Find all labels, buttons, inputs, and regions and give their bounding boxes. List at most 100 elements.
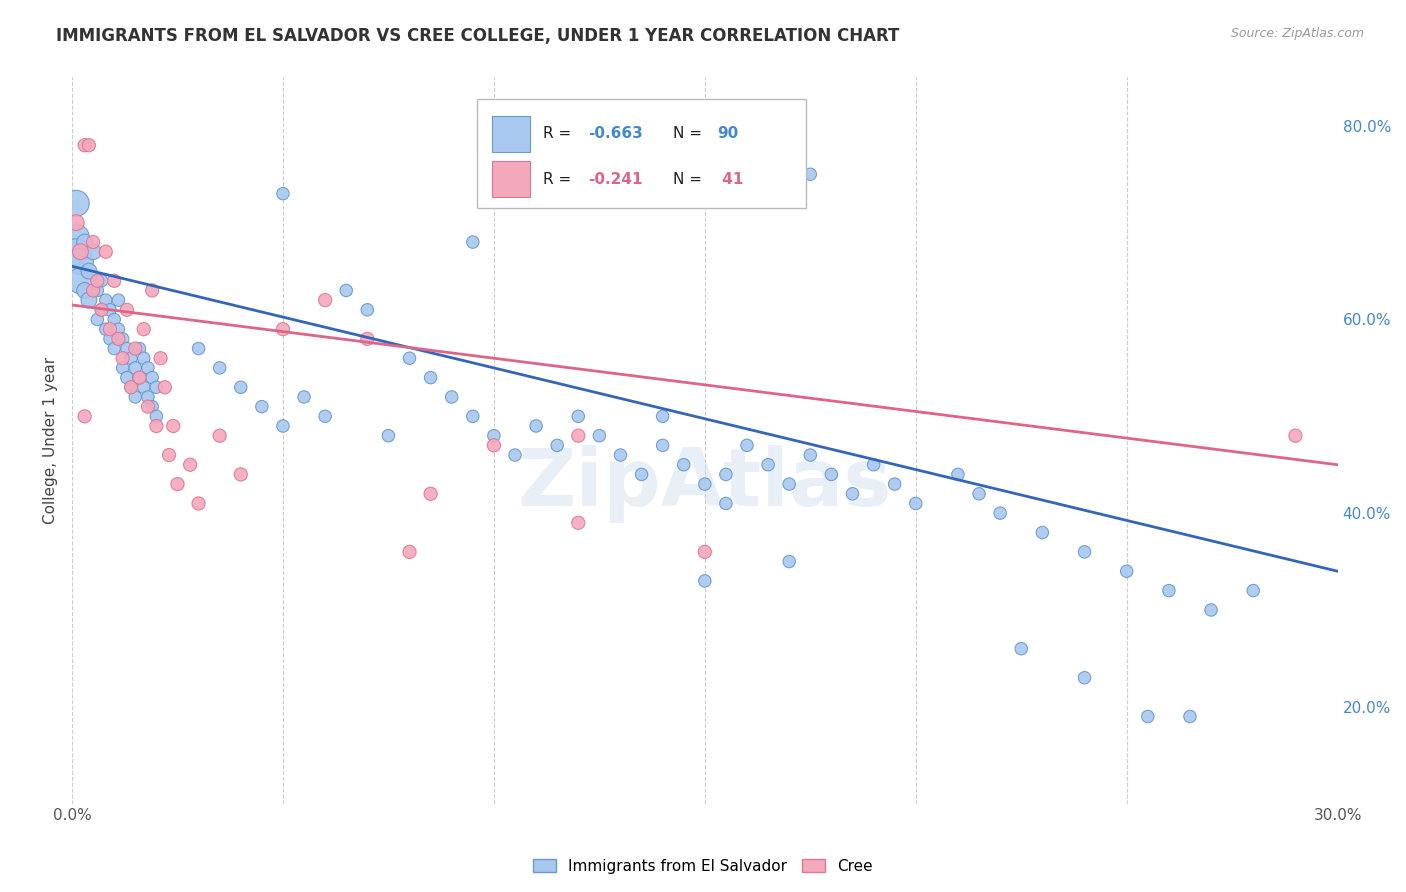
Point — [69, 244, 91, 259]
Point — [1157, 583, 1180, 598]
Point — [77, 264, 100, 278]
Point — [1115, 564, 1137, 578]
Point — [103, 342, 125, 356]
Point — [111, 351, 134, 366]
Point — [107, 322, 129, 336]
Point — [714, 467, 737, 482]
Point — [136, 400, 159, 414]
Text: R =: R = — [543, 126, 576, 141]
Point — [841, 487, 863, 501]
Point — [166, 477, 188, 491]
Point — [588, 428, 610, 442]
Point — [162, 419, 184, 434]
Point — [314, 293, 336, 307]
Point — [250, 400, 273, 414]
Text: IMMIGRANTS FROM EL SALVADOR VS CREE COLLEGE, UNDER 1 YEAR CORRELATION CHART: IMMIGRANTS FROM EL SALVADOR VS CREE COLL… — [56, 27, 900, 45]
Point — [128, 342, 150, 356]
Point — [149, 351, 172, 366]
Point — [132, 380, 155, 394]
Point — [86, 312, 108, 326]
Point — [73, 138, 96, 153]
Point — [335, 284, 357, 298]
Point — [503, 448, 526, 462]
Point — [271, 419, 294, 434]
Point — [440, 390, 463, 404]
Point — [94, 244, 117, 259]
Point — [65, 230, 87, 244]
Point — [141, 284, 163, 298]
Point — [94, 322, 117, 336]
Point — [103, 274, 125, 288]
Point — [672, 458, 695, 472]
Point — [98, 332, 121, 346]
Point — [1178, 709, 1201, 723]
Point — [208, 428, 231, 442]
Point — [799, 448, 821, 462]
Point — [524, 419, 547, 434]
Point — [73, 284, 96, 298]
Point — [482, 428, 505, 442]
Point — [988, 506, 1011, 520]
Point — [98, 322, 121, 336]
Point — [208, 360, 231, 375]
Text: Source: ZipAtlas.com: Source: ZipAtlas.com — [1230, 27, 1364, 40]
Point — [419, 487, 441, 501]
Text: N =: N = — [673, 126, 707, 141]
Point — [799, 167, 821, 181]
Point — [862, 458, 884, 472]
Point — [136, 360, 159, 375]
Point — [567, 516, 589, 530]
FancyBboxPatch shape — [477, 99, 806, 208]
Point — [77, 138, 100, 153]
Point — [107, 332, 129, 346]
Point — [946, 467, 969, 482]
Text: 41: 41 — [717, 171, 744, 186]
Point — [714, 496, 737, 510]
Point — [419, 370, 441, 384]
Point — [229, 380, 252, 394]
Point — [69, 254, 91, 268]
Point — [136, 390, 159, 404]
Point — [82, 284, 104, 298]
Point — [482, 438, 505, 452]
Point — [124, 390, 146, 404]
Point — [1031, 525, 1053, 540]
Point — [1199, 603, 1222, 617]
Point — [461, 235, 484, 249]
Text: 90: 90 — [717, 126, 738, 141]
Point — [124, 342, 146, 356]
Point — [98, 302, 121, 317]
Point — [735, 438, 758, 452]
Point — [73, 409, 96, 424]
Legend: Immigrants from El Salvador, Cree: Immigrants from El Salvador, Cree — [527, 853, 879, 880]
Point — [65, 244, 87, 259]
Point — [377, 428, 399, 442]
Point — [65, 196, 87, 211]
Point — [132, 322, 155, 336]
Point — [90, 302, 112, 317]
Point — [756, 458, 779, 472]
Point — [90, 302, 112, 317]
Point — [187, 342, 209, 356]
Point — [128, 370, 150, 384]
Point — [82, 235, 104, 249]
Point — [103, 312, 125, 326]
Point — [567, 409, 589, 424]
Point — [111, 332, 134, 346]
FancyBboxPatch shape — [492, 116, 530, 153]
Point — [567, 428, 589, 442]
Point — [128, 370, 150, 384]
Point — [132, 351, 155, 366]
Point — [461, 409, 484, 424]
Point — [1241, 583, 1264, 598]
Point — [120, 380, 142, 394]
Point — [141, 370, 163, 384]
Point — [107, 293, 129, 307]
Point — [609, 448, 631, 462]
Point — [693, 477, 716, 491]
Text: -0.663: -0.663 — [588, 126, 643, 141]
Point — [65, 216, 87, 230]
Point — [124, 360, 146, 375]
Point — [693, 545, 716, 559]
Text: R =: R = — [543, 171, 576, 186]
